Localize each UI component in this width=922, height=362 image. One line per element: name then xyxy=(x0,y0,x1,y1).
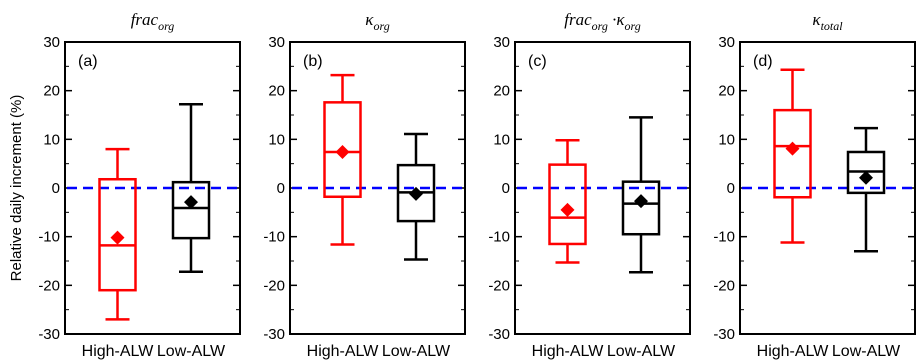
y-tick-label: -10 xyxy=(713,229,735,246)
y-tick-label: -20 xyxy=(38,277,60,294)
panel-tag: (c) xyxy=(528,53,547,70)
y-tick-label: -20 xyxy=(713,277,735,294)
y-tick-label: 10 xyxy=(43,131,60,148)
x-category-label: High-ALW xyxy=(82,343,155,360)
x-category-label: High-ALW xyxy=(532,343,605,360)
title-subscript: org xyxy=(625,19,641,33)
mean-marker xyxy=(785,141,800,156)
mean-marker xyxy=(335,144,350,159)
box-high-alw xyxy=(548,139,587,264)
mean-marker xyxy=(409,186,423,201)
box-low-alw xyxy=(396,132,436,261)
x-category-label: Low-ALW xyxy=(607,343,676,360)
panel-4: 30 20 10 0 -10 -20 -30 (d) κtotal High-ALW Low-ALW xyxy=(713,10,916,360)
panel-2: 30 20 10 0 -10 -20 -30 (b) κorg High-ALW Low-ALW xyxy=(263,10,466,360)
y-tick-label: 10 xyxy=(493,131,510,148)
box-low-alw xyxy=(621,116,661,274)
iqr-box xyxy=(98,177,137,292)
mean-marker xyxy=(184,195,198,210)
mean-marker xyxy=(634,194,648,209)
title-part: κ xyxy=(616,10,625,29)
x-category-label: Low-ALW xyxy=(157,343,226,360)
y-tick-label: 30 xyxy=(718,34,735,51)
panel-tag: (b) xyxy=(303,53,323,70)
y-tick-label: -30 xyxy=(488,326,510,343)
mean-marker xyxy=(859,170,873,185)
iqr-box xyxy=(621,180,661,236)
y-tick-label: -30 xyxy=(263,326,285,343)
y-tick-label: 30 xyxy=(493,34,510,51)
panel-tag: (d) xyxy=(753,53,773,70)
box-high-alw xyxy=(773,68,812,244)
title-part: κ xyxy=(812,10,821,29)
box-high-alw xyxy=(98,147,137,321)
title-part: frac xyxy=(564,10,592,29)
x-category-label: Low-ALW xyxy=(832,343,901,360)
box-low-alw xyxy=(846,126,886,253)
y-tick-label: -30 xyxy=(38,326,60,343)
y-tick-label: 20 xyxy=(718,83,735,100)
y-tick-label: 30 xyxy=(268,34,285,51)
title-subscript: org xyxy=(373,19,389,33)
box-low-alw xyxy=(171,103,211,273)
title-subscript: total xyxy=(821,19,844,33)
y-tick-label: 0 xyxy=(277,180,285,197)
y-tick-label: -30 xyxy=(713,326,735,343)
y-tick-label: 10 xyxy=(718,131,735,148)
iqr-box xyxy=(773,108,812,199)
title-part: κ xyxy=(365,10,374,29)
y-tick-label: 10 xyxy=(268,131,285,148)
y-tick-label: -10 xyxy=(488,229,510,246)
title-subscript: org xyxy=(158,19,174,33)
panel-1: 30 20 10 0 -10 -20 -30 (a) fracorg High-ALW Low-AL… xyxy=(38,10,241,360)
iqr-box xyxy=(548,163,587,246)
x-category-label: High-ALW xyxy=(757,343,830,360)
y-tick-label: 0 xyxy=(502,180,510,197)
iqr-box xyxy=(323,101,362,199)
y-tick-label: -10 xyxy=(38,229,60,246)
title-subscript: org xyxy=(592,19,608,33)
y-tick-label: 30 xyxy=(43,34,60,51)
panel-title: fracorg ·κorg xyxy=(564,10,641,33)
y-tick-label: 20 xyxy=(43,83,60,100)
panel-title: fracorg xyxy=(131,10,175,33)
x-category-label: Low-ALW xyxy=(382,343,451,360)
y-axis-title: Relative daily increment (%) xyxy=(8,95,25,282)
panel-title: κtotal xyxy=(812,10,843,33)
y-tick-label: 0 xyxy=(52,180,60,197)
panel-title: κorg xyxy=(365,10,389,33)
y-tick-label: 20 xyxy=(493,83,510,100)
y-tick-label: -20 xyxy=(263,277,285,294)
x-category-label: High-ALW xyxy=(307,343,380,360)
box-high-alw xyxy=(323,73,362,246)
y-tick-label: -10 xyxy=(263,229,285,246)
y-tick-label: 0 xyxy=(727,180,735,197)
mean-marker xyxy=(560,202,575,217)
y-tick-label: 20 xyxy=(268,83,285,100)
y-tick-label: -20 xyxy=(488,277,510,294)
title-part: · xyxy=(608,10,617,29)
title-part: frac xyxy=(131,10,159,29)
panel-tag: (a) xyxy=(78,53,98,70)
mean-marker xyxy=(110,230,125,245)
iqr-box xyxy=(171,180,211,240)
